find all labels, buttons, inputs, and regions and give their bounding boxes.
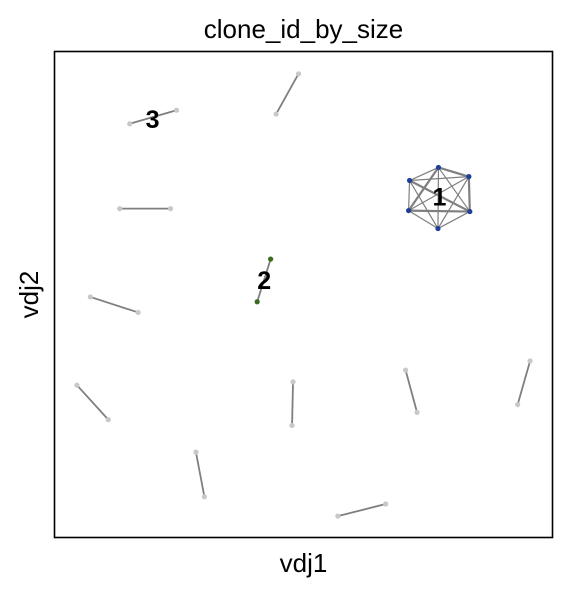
clone-edge <box>90 296 139 314</box>
cell-node <box>335 513 341 519</box>
clone-edge <box>438 166 470 178</box>
clone-edge <box>337 503 386 518</box>
cell-node <box>406 177 413 184</box>
cell-node <box>167 206 174 212</box>
cell-node <box>193 449 199 455</box>
clone-edge <box>408 209 470 213</box>
cell-node <box>268 256 274 262</box>
clone-labels-layer: 1 2 3 <box>146 106 447 295</box>
cell-node <box>135 309 141 316</box>
cell-node <box>289 422 295 429</box>
clone-edge <box>437 211 471 230</box>
cell-node <box>405 207 412 214</box>
cell-node <box>295 71 302 77</box>
clone-edge <box>407 180 411 211</box>
cell-node <box>435 164 442 171</box>
clone-edge <box>404 369 418 413</box>
clone-edge <box>76 384 109 421</box>
x-axis-label: vdj1 <box>280 548 328 578</box>
clone-edge <box>291 381 294 426</box>
cell-node <box>201 494 207 500</box>
cell-node <box>527 358 533 364</box>
cell-node <box>74 382 80 388</box>
cell-node <box>435 225 441 232</box>
cell-node <box>254 299 260 305</box>
plot-frame <box>53 50 554 539</box>
cell-node <box>173 107 180 113</box>
clone-edge <box>408 210 439 230</box>
y-axis-label: vdj2 <box>14 271 44 319</box>
clone-edge <box>437 167 471 212</box>
clone-edge <box>409 179 471 213</box>
clone-edge <box>275 73 300 115</box>
clone-label: 3 <box>146 106 160 134</box>
clone-edge <box>409 180 439 229</box>
clone-edge <box>407 166 440 212</box>
cell-node <box>105 417 111 423</box>
clone-label: 2 <box>257 267 271 295</box>
cell-node <box>290 379 296 385</box>
cell-node <box>117 206 123 212</box>
cell-node <box>127 121 133 127</box>
clone-edge <box>516 360 531 405</box>
clone-edge <box>195 451 206 497</box>
cell-node <box>515 401 521 408</box>
clone-edge <box>256 258 272 303</box>
clone-edge <box>408 176 470 212</box>
cell-node <box>414 409 420 415</box>
clone-label: 1 <box>433 184 447 212</box>
cell-node <box>402 367 409 373</box>
clone-edge <box>129 109 177 125</box>
cell-node <box>273 111 279 117</box>
cell-node <box>87 294 93 300</box>
cell-node <box>467 208 473 215</box>
edges-layer <box>76 73 531 518</box>
chart-title: clone_id_by_size <box>204 14 403 44</box>
clone-edge <box>409 166 439 182</box>
clone-edge <box>467 176 471 212</box>
cell-node <box>383 501 389 507</box>
cell-node <box>466 174 472 180</box>
clone-edge <box>409 176 469 182</box>
nodes-layer <box>74 71 533 519</box>
